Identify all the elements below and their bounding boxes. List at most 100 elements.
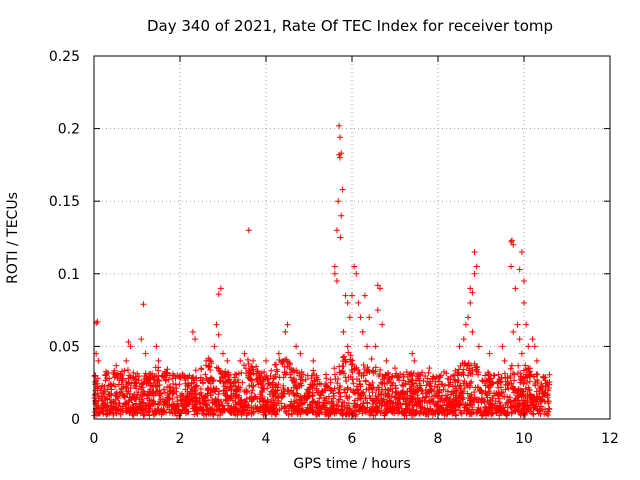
data-point: [330, 395, 337, 402]
data-point: [216, 377, 223, 384]
data-point: [498, 384, 505, 391]
data-point: [545, 405, 552, 412]
data-point: [477, 388, 484, 395]
data-point: [331, 263, 338, 270]
data-point: [345, 411, 352, 418]
data-point: [542, 386, 549, 393]
data-point: [455, 399, 462, 406]
data-point: [314, 405, 321, 412]
data-point: [193, 375, 200, 382]
data-point: [302, 376, 309, 383]
data-point: [336, 363, 343, 370]
data-point: [353, 270, 360, 277]
data-point: [352, 404, 359, 411]
data-point: [275, 381, 282, 388]
data-point: [362, 378, 369, 385]
data-point: [213, 401, 220, 408]
data-point: [135, 389, 142, 396]
data-point: [539, 393, 546, 400]
data-point: [471, 389, 478, 396]
data-point: [146, 388, 153, 395]
data-point: [163, 397, 170, 404]
data-point: [316, 410, 323, 417]
data-point: [124, 390, 131, 397]
data-point: [250, 395, 257, 402]
data-point: [522, 385, 529, 392]
data-point: [325, 393, 332, 400]
data-point: [199, 395, 206, 402]
data-point: [209, 396, 216, 403]
data-point: [448, 407, 455, 414]
data-point: [498, 408, 505, 415]
data-point: [331, 270, 338, 277]
data-point: [210, 411, 217, 418]
data-point: [274, 368, 281, 375]
y-tick-label: 0.1: [58, 267, 80, 283]
data-point: [160, 386, 167, 393]
data-point: [245, 360, 252, 367]
data-point: [257, 373, 264, 380]
data-point: [410, 370, 417, 377]
data-point: [324, 383, 331, 390]
data-point: [188, 385, 195, 392]
data-point: [409, 377, 416, 384]
data-point: [531, 343, 538, 350]
data-point: [449, 403, 456, 410]
data-point: [197, 399, 204, 406]
data-point: [452, 378, 459, 385]
data-point: [333, 227, 340, 234]
data-point: [279, 358, 286, 365]
data-point: [494, 407, 501, 414]
data-point: [234, 412, 241, 419]
data-point: [207, 389, 214, 396]
data-point: [516, 266, 523, 273]
data-point: [424, 378, 431, 385]
data-point: [433, 392, 440, 399]
data-point: [343, 378, 350, 385]
data-point: [349, 410, 356, 417]
data-point: [426, 389, 433, 396]
data-point: [374, 409, 381, 416]
data-point: [216, 367, 223, 374]
data-point: [122, 400, 129, 407]
data-point: [503, 412, 510, 419]
data-point: [545, 412, 552, 419]
data-point: [381, 374, 388, 381]
data-point: [250, 370, 257, 377]
data-point: [323, 375, 330, 382]
data-point: [126, 397, 133, 404]
data-point: [400, 410, 407, 417]
data-point: [487, 382, 494, 389]
data-point: [457, 407, 464, 414]
data-point: [189, 328, 196, 335]
data-point: [142, 370, 149, 377]
data-point: [294, 369, 301, 376]
data-point: [278, 359, 285, 366]
data-point: [272, 383, 279, 390]
data-point: [334, 380, 341, 387]
data-point: [450, 396, 457, 403]
data-point: [336, 122, 343, 129]
data-point: [506, 394, 513, 401]
data-point: [133, 394, 140, 401]
data-point: [297, 350, 304, 357]
data-point: [309, 409, 316, 416]
data-point: [404, 373, 411, 380]
data-point: [233, 386, 240, 393]
data-point: [204, 391, 211, 398]
data-point: [533, 398, 540, 405]
y-tick-label: 0.15: [49, 194, 80, 210]
data-point: [256, 398, 263, 405]
data-point: [466, 411, 473, 418]
data-point: [331, 365, 338, 372]
data-point: [433, 373, 440, 380]
data-point: [461, 401, 468, 408]
data-point: [336, 396, 343, 403]
x-tick-label: 8: [434, 431, 443, 447]
data-point: [501, 357, 508, 364]
data-point: [180, 372, 187, 379]
data-point: [394, 395, 401, 402]
data-point: [532, 379, 539, 386]
data-point: [149, 374, 156, 381]
data-point: [230, 380, 237, 387]
